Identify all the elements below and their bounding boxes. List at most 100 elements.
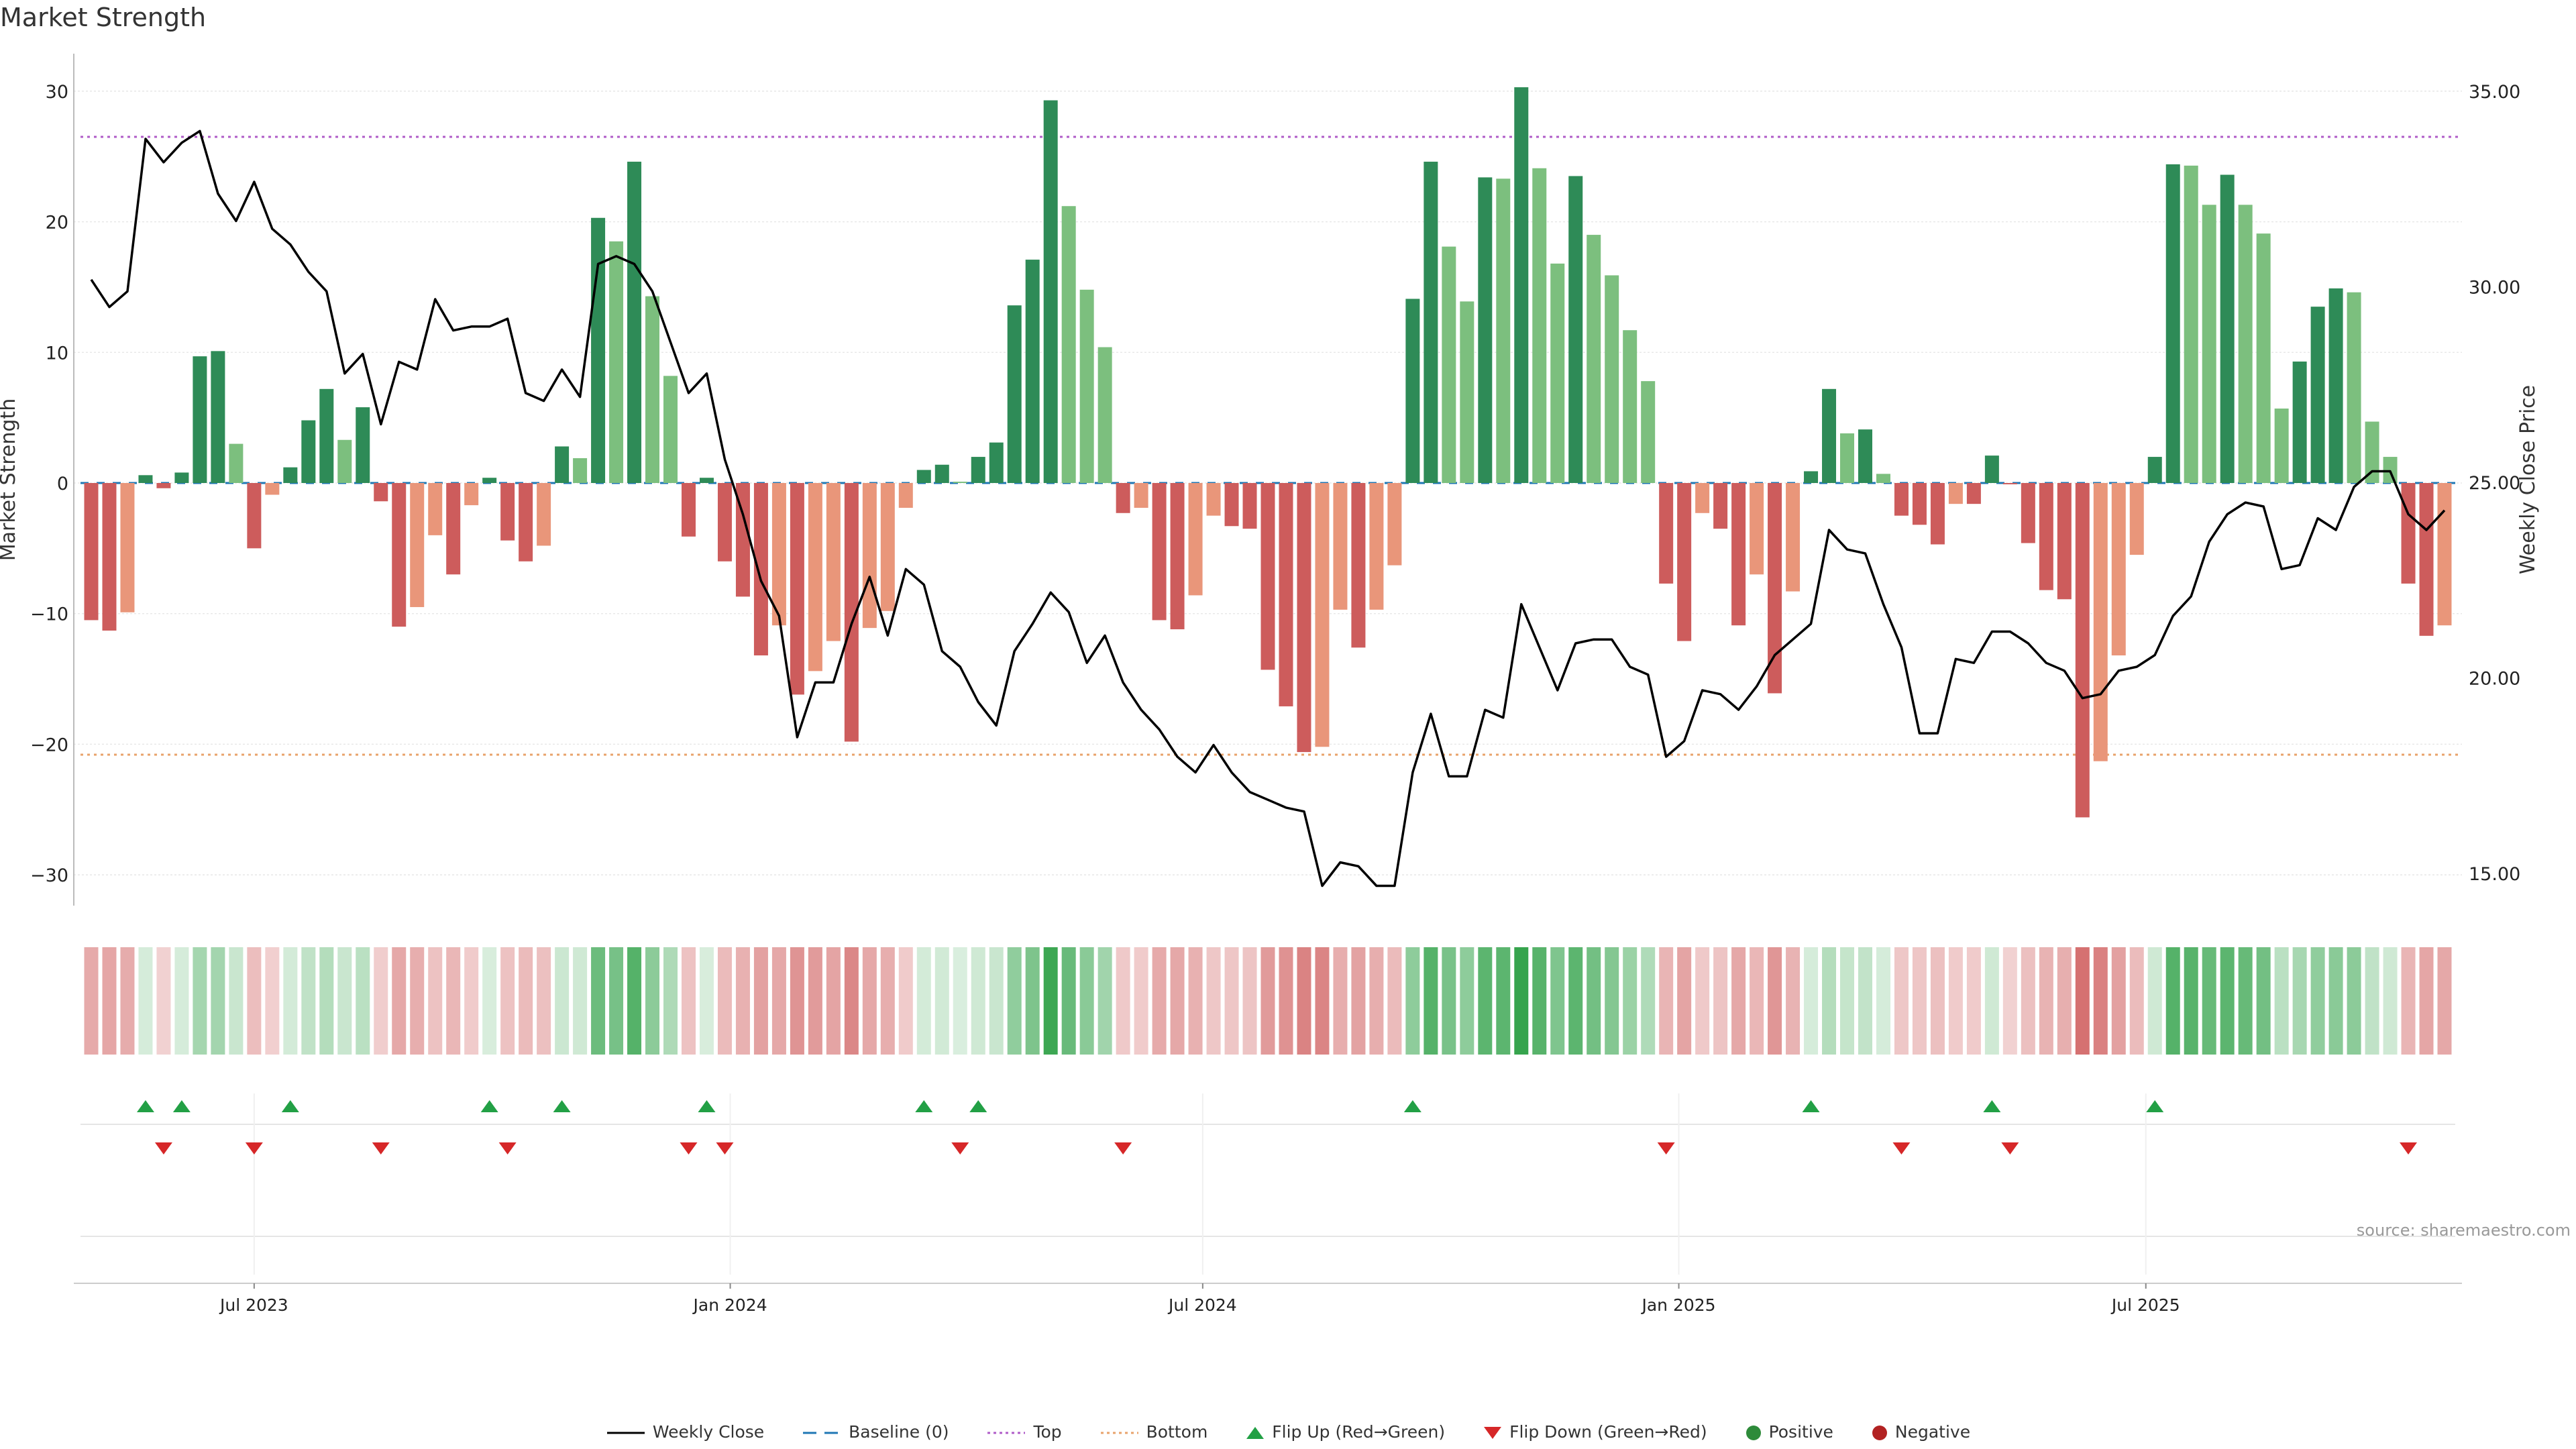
heat-cell bbox=[2165, 947, 2180, 1055]
heat-cell bbox=[156, 947, 171, 1055]
strength-bar bbox=[573, 458, 588, 483]
heat-cell bbox=[699, 947, 714, 1055]
strength-bar bbox=[1568, 176, 1583, 483]
strength-bar bbox=[1641, 381, 1656, 483]
strength-bar bbox=[1984, 455, 1999, 483]
strength-bar bbox=[880, 483, 895, 611]
heat-cell bbox=[2202, 947, 2216, 1055]
heat-cell bbox=[916, 947, 931, 1055]
strength-bar bbox=[211, 351, 225, 483]
strength-bar bbox=[1966, 483, 1981, 504]
heat-cell bbox=[1043, 947, 1058, 1055]
flip-down-marker bbox=[154, 1142, 172, 1155]
heat-cell bbox=[2310, 947, 2325, 1055]
strength-bar bbox=[482, 478, 497, 483]
legend-dotted-icon bbox=[987, 1432, 1026, 1434]
heat-cell bbox=[2401, 947, 2416, 1055]
heat-cell bbox=[1297, 947, 1311, 1055]
x-tick-label: Jul 2025 bbox=[2110, 1295, 2180, 1315]
heat-cell bbox=[301, 947, 316, 1055]
flip-down-marker bbox=[2001, 1142, 2019, 1155]
heat-cell bbox=[1224, 947, 1239, 1055]
strength-bar bbox=[2165, 164, 2180, 483]
strength-bar bbox=[735, 483, 750, 597]
strength-bar bbox=[2365, 421, 2379, 483]
heat-cell bbox=[1061, 947, 1076, 1055]
strength-bar bbox=[1550, 263, 1565, 483]
strength-bar bbox=[428, 483, 443, 535]
heat-cell bbox=[519, 947, 533, 1055]
heat-cell bbox=[374, 947, 388, 1055]
heat-cell bbox=[1876, 947, 1890, 1055]
circle-icon bbox=[1872, 1425, 1887, 1440]
y-tick-label-right: 35.00 bbox=[2469, 82, 2520, 103]
heat-cell bbox=[2021, 947, 2035, 1055]
heat-cell bbox=[265, 947, 280, 1055]
heat-cell bbox=[1984, 947, 1999, 1055]
strength-bar bbox=[1948, 483, 1963, 504]
flip-down-marker bbox=[372, 1142, 390, 1155]
heat-cell bbox=[319, 947, 334, 1055]
strength-bar bbox=[2328, 288, 2343, 483]
heat-cell bbox=[2292, 947, 2307, 1055]
heat-cell bbox=[2039, 947, 2053, 1055]
heat-cell bbox=[229, 947, 244, 1055]
strength-bar bbox=[1460, 301, 1474, 483]
weekly-close-series bbox=[90, 129, 2446, 888]
heat-cell bbox=[2238, 947, 2253, 1055]
weekly-close-line bbox=[90, 129, 2446, 888]
flip-down-marker bbox=[716, 1142, 734, 1155]
heat-cell bbox=[1134, 947, 1148, 1055]
heat-cell bbox=[1478, 947, 1493, 1055]
strength-bar bbox=[1297, 483, 1311, 753]
strength-bar bbox=[1061, 206, 1076, 483]
legend-flip-up: Flip Up (Red→Green) bbox=[1245, 1422, 1445, 1442]
heat-cell bbox=[2002, 947, 2017, 1055]
heat-cell bbox=[627, 947, 642, 1055]
strength-bar bbox=[1351, 483, 1366, 648]
heat-cell bbox=[953, 947, 967, 1055]
strength-bar bbox=[337, 439, 352, 483]
axes: −30 −20 −10 0 10 20 30 15.00 20.00 25.00 30.00 35.0… bbox=[30, 54, 2520, 906]
heat-cell bbox=[2365, 947, 2379, 1055]
strength-bar bbox=[1007, 305, 1022, 483]
strength-bar bbox=[1242, 483, 1257, 529]
strength-bar bbox=[84, 483, 99, 621]
strength-bar bbox=[1912, 483, 1927, 525]
heat-cell bbox=[826, 947, 841, 1055]
strength-bar bbox=[1152, 483, 1167, 621]
heat-cell bbox=[1659, 947, 1674, 1055]
strength-bar bbox=[681, 483, 696, 537]
strength-bar bbox=[1514, 87, 1529, 483]
legend-line-icon bbox=[606, 1432, 645, 1434]
strength-bar bbox=[1713, 483, 1728, 529]
y-tick-label-right: 20.00 bbox=[2469, 669, 2520, 690]
heat-cell bbox=[2328, 947, 2343, 1055]
flip-down-marker bbox=[680, 1142, 698, 1155]
heat-cell bbox=[193, 947, 207, 1055]
heat-cell bbox=[790, 947, 804, 1055]
strength-bar bbox=[319, 388, 334, 483]
heat-cell bbox=[717, 947, 732, 1055]
strength-bar bbox=[1478, 177, 1493, 483]
heat-cell bbox=[2347, 947, 2361, 1055]
heat-cell bbox=[2383, 947, 2398, 1055]
strength-bar bbox=[1695, 483, 1710, 513]
strength-bar bbox=[301, 420, 316, 483]
strength-bar bbox=[2401, 483, 2416, 584]
heat-cell bbox=[138, 947, 153, 1055]
heat-cell bbox=[1496, 947, 1511, 1055]
strength-bar bbox=[898, 483, 913, 508]
heat-cell bbox=[2184, 947, 2198, 1055]
flip-down-marker bbox=[2400, 1142, 2418, 1155]
heat-cell bbox=[1695, 947, 1710, 1055]
y-tick-label-left: −20 bbox=[30, 735, 68, 755]
strength-bar bbox=[555, 446, 570, 483]
legend-top: Top bbox=[986, 1422, 1062, 1442]
strength-bar bbox=[1116, 483, 1130, 513]
flip-up-marker bbox=[2146, 1100, 2164, 1112]
strength-bar bbox=[1532, 168, 1547, 483]
heat-cell bbox=[1188, 947, 1203, 1055]
strength-bar bbox=[247, 483, 262, 549]
